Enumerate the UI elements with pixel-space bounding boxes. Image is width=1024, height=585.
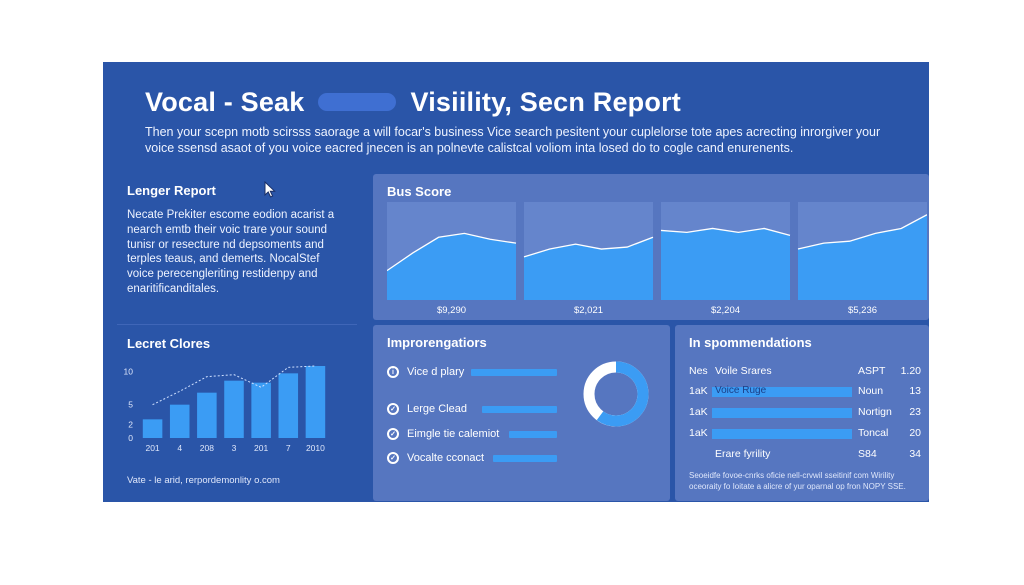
left-body-text: Necate Prekiter escome eodion acarist a … <box>127 209 335 295</box>
improvement-bar <box>493 455 557 462</box>
x-tick-label: 201 <box>145 443 159 453</box>
improvements-heading: Improrengatiors <box>387 335 487 350</box>
improvement-bar <box>471 369 557 376</box>
rec-col-3: ASPT <box>858 365 886 377</box>
area-line <box>523 236 654 258</box>
rec-col-3: Nortign <box>858 406 892 418</box>
x-tick-label: 2010 <box>306 443 325 453</box>
improvement-item[interactable]: i Vice d plary <box>387 365 464 379</box>
x-tick-label: 201 <box>254 443 268 453</box>
rec-bar <box>712 429 852 439</box>
area-value-label: $9,290 <box>437 305 466 316</box>
rec-col-3: Noun <box>858 385 884 397</box>
recommendations-heading: In spommendations <box>689 335 812 350</box>
area-value-label: $2,204 <box>711 305 740 316</box>
bus-score-panel: Bus Score $9,290 $2,021 $2,204 $5,236 <box>373 174 929 320</box>
rec-bar <box>712 387 852 397</box>
bar-chart: 0 2 5 10 201 4 208 3 201 7 2010 <box>124 365 326 453</box>
recommendations-panel: In spommendations Nes Voile Srares ASPT … <box>675 325 929 501</box>
y-tick-label: 2 <box>128 420 133 430</box>
bar <box>305 366 326 438</box>
rec-col-4: 23 <box>909 406 921 418</box>
rec-col-3: S84 <box>858 448 877 460</box>
progress-donut <box>583 361 649 427</box>
area-value-label: $5,236 <box>848 305 877 316</box>
recommendation-row[interactable]: 1aK Nortign 23 <box>689 406 921 420</box>
recommendation-row[interactable]: Nes Voile Srares ASPT 1.20 <box>689 365 921 379</box>
left-divider <box>117 324 357 325</box>
rec-col-1: Nes <box>689 365 708 377</box>
rec-col-1: 1aK <box>689 427 708 439</box>
recommendations-note: Seoeidfe fovoe-cnrks oficie nell-crvwil … <box>689 471 906 491</box>
donut-progress <box>583 361 649 427</box>
check-icon: ✓ <box>387 428 399 440</box>
y-tick-label: 10 <box>124 366 134 376</box>
left-heading: Lenger Report <box>127 183 216 198</box>
bar <box>197 392 217 438</box>
info-icon: i <box>387 366 399 378</box>
footnote: Vate - le arid, rerpordemonlity o.com <box>127 475 280 486</box>
bar <box>224 380 244 438</box>
x-tick-label: 208 <box>200 443 214 453</box>
title-left: Vocal - Seak <box>145 86 305 117</box>
area-fill <box>798 214 927 300</box>
area-line <box>387 232 517 272</box>
x-tick-label: 7 <box>286 443 291 453</box>
report-board: Vocal - Seak Visiility, Secn Report Then… <box>103 62 929 502</box>
report-subtitle: Then your scepn motb scirsss saorage a w… <box>145 125 881 155</box>
recommendation-row[interactable]: 1aK Voice Ruge Noun 13 <box>689 385 921 399</box>
rec-col-2: Voile Srares <box>715 365 772 377</box>
bar <box>251 382 271 438</box>
check-icon: ✓ <box>387 452 399 464</box>
x-tick-label: 3 <box>232 443 237 453</box>
mouse-cursor-icon <box>264 181 276 198</box>
area-value-label: $2,021 <box>574 305 603 316</box>
bar <box>142 419 163 438</box>
area-fill <box>661 228 790 300</box>
rec-bar <box>712 408 852 418</box>
rec-col-2: Erare fyrility <box>715 448 771 460</box>
rec-col-1: 1aK <box>689 406 708 418</box>
improvement-bar <box>509 431 557 438</box>
area-fill <box>387 233 516 300</box>
rec-col-4: 20 <box>909 427 921 439</box>
rec-col-4: 13 <box>909 385 921 397</box>
improvement-item[interactable]: ✓ Vocalte cconact <box>387 451 484 465</box>
rec-col-4: 1.20 <box>900 365 921 377</box>
bar <box>278 373 299 438</box>
improvement-item[interactable]: ✓ Lerge Clead <box>387 402 467 416</box>
area-line <box>660 227 791 236</box>
bar-chart-heading: Lecret Clores <box>127 336 211 351</box>
recommendation-row[interactable]: 1aK Toncal 20 <box>689 427 921 441</box>
improvement-bar <box>482 406 557 413</box>
y-tick-label: 5 <box>128 400 133 410</box>
improvement-label: Vocalte cconact <box>407 452 485 464</box>
area-line <box>797 214 927 250</box>
improvement-label: Vice d plary <box>407 366 465 378</box>
improvement-item[interactable]: ✓ Eimgle tie calemiot <box>387 427 499 441</box>
check-icon: ✓ <box>387 403 399 415</box>
report-title: Vocal - Seak Visiility, Secn Report <box>145 84 681 120</box>
improvement-label: Lerge Clead <box>407 403 467 415</box>
improvement-label: Eimgle tie calemiot <box>407 428 500 440</box>
area-fill <box>524 237 653 300</box>
x-tick-label: 4 <box>177 443 182 453</box>
rec-col-3: Toncal <box>858 427 889 439</box>
rec-col-1: 1aK <box>689 385 708 397</box>
rec-col-4: 34 <box>909 448 921 460</box>
y-tick-label: 0 <box>128 433 133 443</box>
bus-score-area-charts: $9,290 $2,021 $2,204 $5,236 <box>387 202 927 316</box>
title-right: Visiility, Secn Report <box>410 86 681 117</box>
rec-col-2: Voice Ruge <box>715 385 767 396</box>
trend-line <box>152 365 316 406</box>
improvements-panel: Improrengatiors i Vice d plary ✓ Lerge C… <box>373 325 670 501</box>
bus-score-heading: Bus Score <box>387 184 452 199</box>
title-highlight-pill <box>318 93 397 111</box>
bar <box>169 404 190 438</box>
recommendation-row[interactable]: Erare fyrility S84 34 <box>689 448 921 462</box>
